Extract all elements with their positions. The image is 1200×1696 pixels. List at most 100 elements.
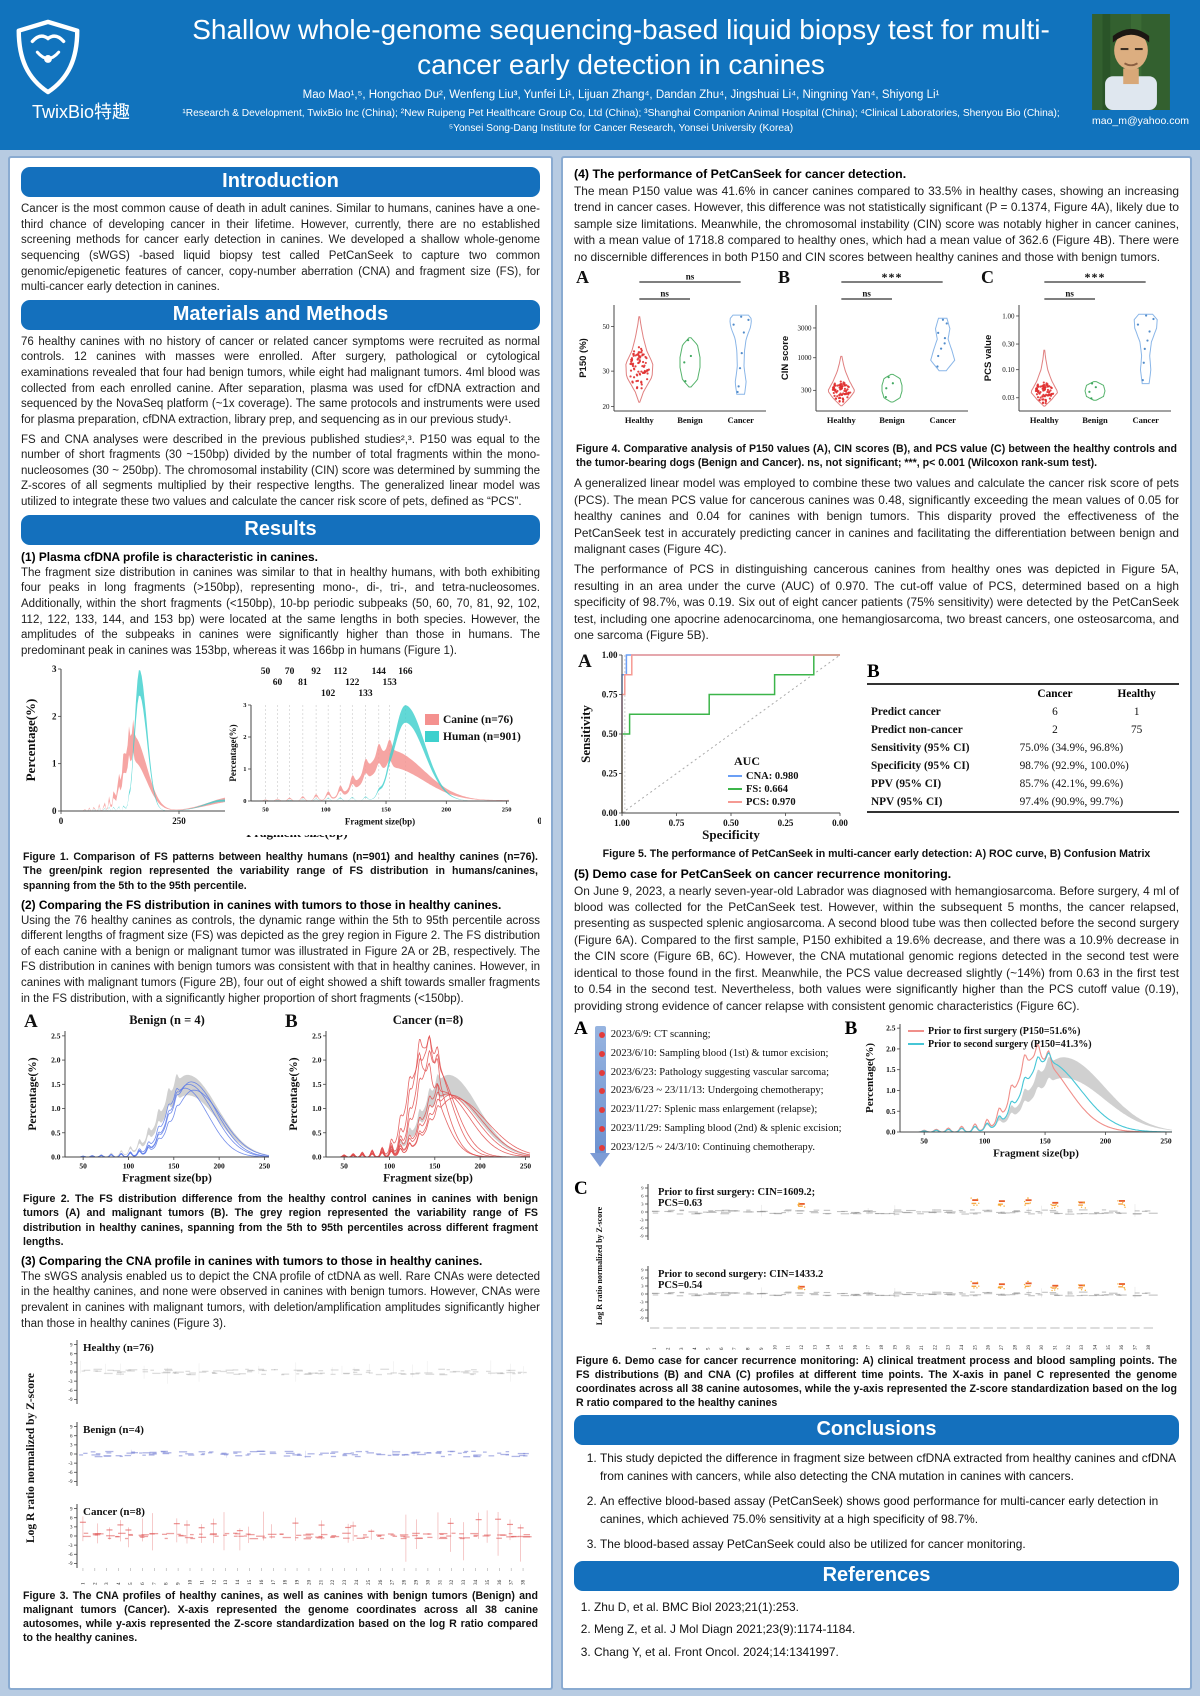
svg-text:200: 200 [441, 807, 451, 814]
svg-text:21: 21 [920, 1344, 925, 1350]
figure-4b-cin-violin: 300 1000 3000 CIN score Healthy Benign Cancer n… [778, 269, 969, 425]
svg-text:Prior to second surgery (P150=: Prior to second surgery (P150=41.3%) [928, 1039, 1092, 1050]
svg-text:PCS=0.63: PCS=0.63 [658, 1198, 702, 1209]
svg-text:0.75: 0.75 [669, 818, 685, 828]
svg-text:32: 32 [1067, 1344, 1072, 1350]
svg-text:0.5: 0.5 [51, 1129, 61, 1138]
svg-text:34: 34 [1093, 1344, 1098, 1350]
svg-text:B: B [778, 269, 790, 287]
svg-text:Healthy: Healthy [625, 415, 655, 425]
svg-text:CNA: 0.980: CNA: 0.980 [746, 771, 799, 782]
svg-text:0.00: 0.00 [832, 818, 848, 828]
svg-text:5: 5 [706, 1347, 711, 1350]
section-methods-header: Materials and Methods [21, 299, 540, 330]
svg-text:153: 153 [383, 678, 398, 688]
svg-text:25: 25 [366, 1580, 372, 1586]
svg-text:30: 30 [1040, 1344, 1045, 1350]
svg-text:0.0: 0.0 [312, 1153, 322, 1162]
result-4-text-3: The performance of PCS in distinguishing… [574, 562, 1179, 643]
figure-1: 012302505007501000Fragment size(bp)Perce… [21, 663, 541, 849]
logo-text: TwixBio特趣 [31, 102, 130, 122]
svg-text:26: 26 [378, 1580, 384, 1586]
svg-text:Fragment size(bp): Fragment size(bp) [345, 817, 415, 827]
svg-text:3: 3 [70, 1362, 73, 1367]
svg-text:11: 11 [786, 1345, 791, 1350]
svg-text:23: 23 [946, 1344, 951, 1350]
svg-text:Percentage(%): Percentage(%) [27, 1058, 39, 1131]
svg-text:C: C [981, 269, 994, 287]
confusion-matrix-row: Predict non-cancer 2 75 [871, 724, 1143, 737]
conclusions-list: This study depicted the difference in fr… [574, 1450, 1179, 1553]
svg-text:Log R ratio normalized by Z-sc: Log R ratio normalized by Z-score [595, 1206, 604, 1325]
result-5-heading: (5) Demo case for PetCanSeek on cancer r… [574, 866, 952, 881]
svg-text:3: 3 [641, 1283, 644, 1288]
figure-5b-letter: B [867, 661, 880, 683]
svg-text:0: 0 [70, 1371, 73, 1376]
result-1-text: The fragment size distribution in canine… [21, 566, 540, 657]
svg-text:24: 24 [960, 1344, 965, 1350]
affiliations-line: ¹Research & Development, TwixBio Inc (Ch… [182, 108, 1060, 135]
section-results-header: Results [21, 514, 540, 545]
svg-text:6: 6 [641, 1275, 644, 1280]
svg-text:133: 133 [358, 689, 373, 699]
svg-text:4: 4 [116, 1582, 122, 1585]
svg-text:1.00: 1.00 [602, 651, 618, 661]
svg-text:9: 9 [641, 1267, 644, 1272]
svg-text:2: 2 [243, 735, 246, 742]
svg-text:100: 100 [979, 1136, 991, 1145]
methods-paragraph-1: 76 healthy canines with no history of ca… [21, 335, 540, 426]
svg-text:36: 36 [497, 1580, 503, 1586]
svg-text:8: 8 [746, 1347, 751, 1350]
figure-4c-pcs-violin: 0.03 0.10 0.30 1.00 PCS value Healthy Benign Ca… [981, 269, 1171, 425]
result-3-heading: (3) Comparing the CNA profile in canines… [21, 1253, 483, 1268]
svg-text:4: 4 [693, 1347, 698, 1350]
svg-text:1.0: 1.0 [886, 1086, 896, 1095]
svg-text:PCS=0.54: PCS=0.54 [658, 1280, 703, 1291]
svg-text:ns: ns [1065, 289, 1074, 299]
svg-text:-3: -3 [68, 1462, 73, 1467]
svg-text:1000: 1000 [798, 354, 813, 362]
figure-2b-cancer-chart: 0.0 0.5 1.0 1.5 2.0 2.5 50 100 150 200 250 Fragment… [285, 1011, 531, 1185]
svg-text:11: 11 [199, 1580, 205, 1585]
svg-text:1: 1 [243, 767, 246, 774]
svg-text:38: 38 [1147, 1344, 1152, 1350]
svg-text:34: 34 [473, 1580, 479, 1586]
svg-text:Benign: Benign [677, 415, 703, 425]
svg-text:22: 22 [330, 1580, 336, 1586]
svg-text:-6: -6 [68, 1471, 73, 1476]
figure-4: 20 30 50 P150 (%) Healthy Benign Cancer ns ns A 3… [574, 269, 1179, 441]
svg-text:0.00: 0.00 [602, 809, 618, 819]
svg-text:12: 12 [211, 1580, 217, 1586]
svg-text:29: 29 [414, 1580, 420, 1586]
svg-text:144: 144 [372, 667, 387, 677]
result-2-text: Using the 76 healthy canines as controls… [21, 914, 540, 1005]
svg-text:0.50: 0.50 [723, 818, 739, 828]
svg-text:28: 28 [402, 1580, 408, 1586]
svg-text:6: 6 [641, 1193, 644, 1198]
svg-text:Human (n=901): Human (n=901) [443, 731, 521, 743]
timeline-item: 2023/12/5 ~ 24/3/10: Continuing chemothe… [598, 1139, 842, 1158]
confusion-matrix-row: NPV (95% CI) 97.4% (90.9%, 99.7%) [871, 796, 1124, 809]
svg-text:1: 1 [52, 759, 57, 769]
svg-text:-9: -9 [68, 1480, 73, 1485]
svg-text:3: 3 [70, 1444, 73, 1449]
svg-text:FS: 0.664: FS: 0.664 [746, 784, 789, 795]
svg-text:Log R ratio normalized by Z-sc: Log R ratio normalized by Z-score [25, 1373, 37, 1543]
svg-text:81: 81 [298, 678, 308, 688]
svg-text:5: 5 [128, 1582, 134, 1585]
poster-title: Shallow whole-genome sequencing-based li… [192, 14, 1050, 80]
svg-text:Fragment size(bp): Fragment size(bp) [993, 1147, 1079, 1159]
methods-paragraph-2: FS and CNA analyses were described in th… [21, 433, 540, 509]
svg-text:20: 20 [306, 1580, 312, 1586]
figure-6c-letter: C [574, 1177, 588, 1199]
header-center: Shallow whole-genome sequencing-based li… [158, 8, 1084, 137]
svg-text:0: 0 [52, 806, 57, 816]
svg-text:1: 1 [80, 1582, 86, 1585]
svg-text:13: 13 [813, 1344, 818, 1350]
svg-text:P150 (%): P150 (%) [578, 338, 589, 378]
result-3-text: The sWGS analysis enabled us to depict t… [21, 1270, 540, 1330]
svg-text:Fragment size(bp): Fragment size(bp) [122, 1173, 212, 1185]
svg-text:0.50: 0.50 [602, 730, 618, 740]
svg-text:20: 20 [906, 1344, 911, 1350]
twixbio-logo: TwixBio特趣 [12, 18, 150, 124]
